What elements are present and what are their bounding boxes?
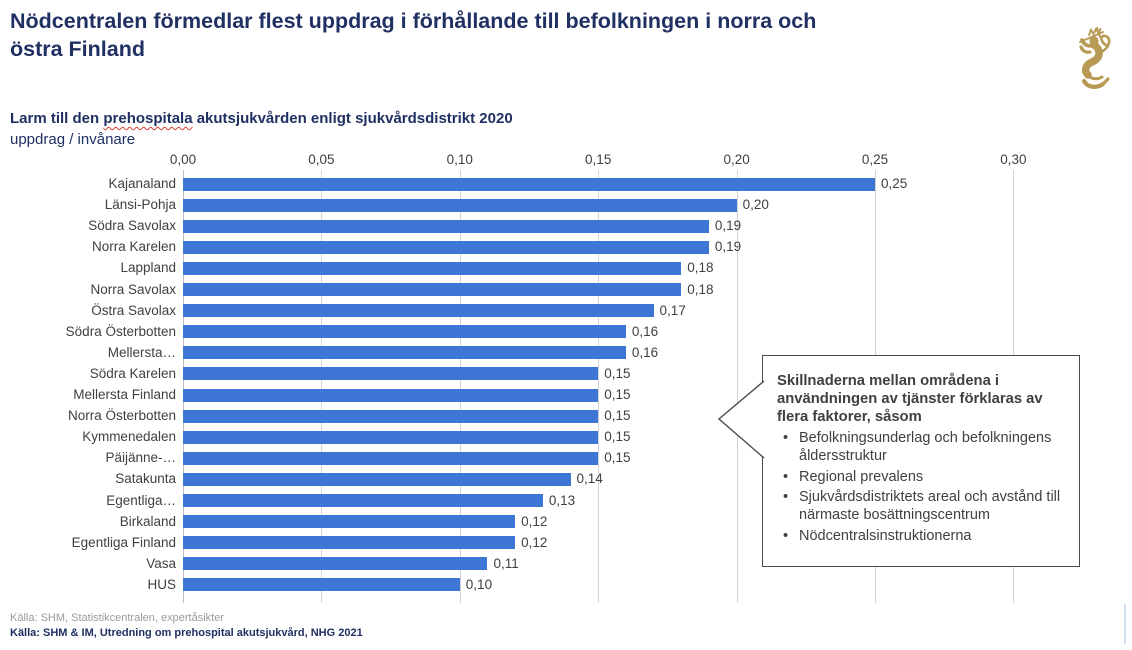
- x-tick-label: 0,05: [308, 152, 335, 167]
- value-label: 0,14: [576, 471, 603, 487]
- x-tick-label: 0,15: [585, 152, 612, 167]
- category-label: Egentliga Finland: [71, 534, 176, 550]
- callout-bullet: Nödcentralsinstruktionerna: [777, 528, 1067, 546]
- bar: [183, 451, 599, 465]
- chart-subtitle: Larm till den prehospitala akutsjukvårde…: [10, 110, 910, 127]
- bar: [183, 367, 599, 381]
- lion-icon: [1079, 26, 1111, 89]
- category-label: Kajanaland: [108, 176, 176, 191]
- bar: [183, 325, 626, 339]
- category-label: HUS: [147, 576, 176, 592]
- value-label: 0,15: [604, 450, 631, 466]
- value-label: 0,15: [604, 408, 631, 424]
- category-label: Södra Karelen: [89, 365, 176, 381]
- bar: [183, 283, 682, 296]
- value-label: 0,10: [465, 576, 493, 592]
- finland-lion-logo: [1076, 24, 1114, 96]
- bar: [183, 578, 460, 592]
- right-edge-accent: [1124, 604, 1126, 644]
- category-label: Mellersta…: [107, 344, 176, 360]
- x-tick-label: 0,00: [169, 152, 197, 167]
- bar: [183, 494, 543, 507]
- value-label: 0,17: [659, 302, 686, 318]
- bar: [183, 557, 488, 571]
- value-label: 0,15: [604, 429, 631, 445]
- gridline: [736, 170, 738, 603]
- gridline: [459, 170, 461, 603]
- bar: [183, 198, 737, 212]
- callout-bullet: Sjukvårdsdistriktets areal och avstånd t…: [777, 489, 1067, 524]
- value-label: 0,11: [493, 555, 519, 571]
- bar: [183, 346, 626, 360]
- bar: [183, 261, 682, 275]
- value-label: 0,12: [521, 534, 548, 550]
- x-tick-label: 0,20: [723, 152, 750, 167]
- category-label: Södra Savolax: [88, 218, 176, 234]
- category-label: Egentliga…: [106, 492, 176, 508]
- category-label: Kymmenedalen: [82, 429, 176, 445]
- value-label: 0,18: [687, 260, 714, 276]
- x-tick-label: 0,25: [861, 152, 889, 167]
- bar: [183, 515, 516, 529]
- value-label: 0,16: [631, 323, 659, 339]
- value-label: 0,15: [604, 387, 631, 402]
- value-label: 0,25: [881, 176, 908, 191]
- bar: [183, 304, 654, 318]
- gridline: [321, 170, 323, 603]
- callout-bullet-list: Befolkningsunderlag och befolkningens ål…: [777, 430, 1067, 545]
- category-label: Södra Österbotten: [65, 323, 176, 339]
- subtitle-prefix: Larm till den: [10, 110, 104, 127]
- callout-bullet: Regional prevalens: [777, 469, 1067, 487]
- y-axis-line: [183, 170, 184, 603]
- gridline: [598, 170, 600, 603]
- source-line-secondary: Källa: SHM, Statistikcentralen, expertås…: [10, 612, 224, 624]
- category-label: Länsi-Pohja: [104, 197, 176, 213]
- category-label: Päijänne-…: [105, 450, 176, 466]
- bar: [183, 177, 875, 191]
- subtitle-spellchecked-word: prehospitala: [103, 110, 193, 127]
- x-tick-label: 0,30: [1000, 152, 1027, 167]
- callout-heading: Skillnaderna mellan områdena i användnin…: [777, 373, 1043, 426]
- axis-unit-label: uppdrag / invånare: [10, 131, 136, 148]
- category-label: Norra Karelen: [91, 239, 176, 255]
- bar: [183, 472, 571, 486]
- callout-bullet: Befolkningsunderlag och befolkningens ål…: [777, 430, 1067, 465]
- bar: [183, 240, 709, 254]
- category-label: Vasa: [146, 555, 176, 571]
- category-label: Satakunta: [115, 471, 176, 487]
- bar: [183, 409, 599, 423]
- callout-pointer: [717, 380, 765, 459]
- callout-box: Skillnaderna mellan områdena i användnin…: [762, 355, 1080, 567]
- category-label: Birkaland: [119, 513, 176, 529]
- bar: [183, 536, 516, 550]
- value-label: 0,19: [714, 239, 742, 255]
- bar: [183, 219, 709, 233]
- page-title-line-1: Nödcentralen förmedlar flest uppdrag i f…: [10, 9, 817, 33]
- category-label: Norra Savolax: [90, 281, 176, 297]
- chart-area: 0,00 0,05 0,10 0,15 0,20 0,25 0,30 Kajanaland 0,…: [0, 150, 1132, 610]
- page-title-line-2: östra Finland: [10, 36, 145, 61]
- category-label: Norra Österbotten: [67, 408, 176, 424]
- category-label: Mellersta Finland: [73, 387, 176, 402]
- page-title: Nödcentralen förmedlar flest uppdrag i f…: [10, 8, 1050, 64]
- bar: [183, 388, 599, 402]
- bar: [183, 430, 599, 444]
- value-label: 0,16: [631, 344, 659, 360]
- value-label: 0,15: [604, 365, 631, 381]
- value-label: 0,19: [714, 218, 742, 234]
- source-line-primary: Källa: SHM & IM, Utredning om prehospita…: [10, 627, 363, 639]
- value-label: 0,13: [548, 492, 576, 508]
- category-label: Lappland: [120, 260, 176, 276]
- value-label: 0,20: [742, 197, 769, 213]
- x-tick-label: 0,10: [446, 152, 473, 167]
- subtitle-suffix: akutsjukvården enligt sjukvårdsdistrikt …: [192, 110, 513, 127]
- value-label: 0,18: [687, 281, 714, 297]
- value-label: 0,12: [521, 513, 548, 529]
- category-label: Östra Savolax: [91, 302, 176, 318]
